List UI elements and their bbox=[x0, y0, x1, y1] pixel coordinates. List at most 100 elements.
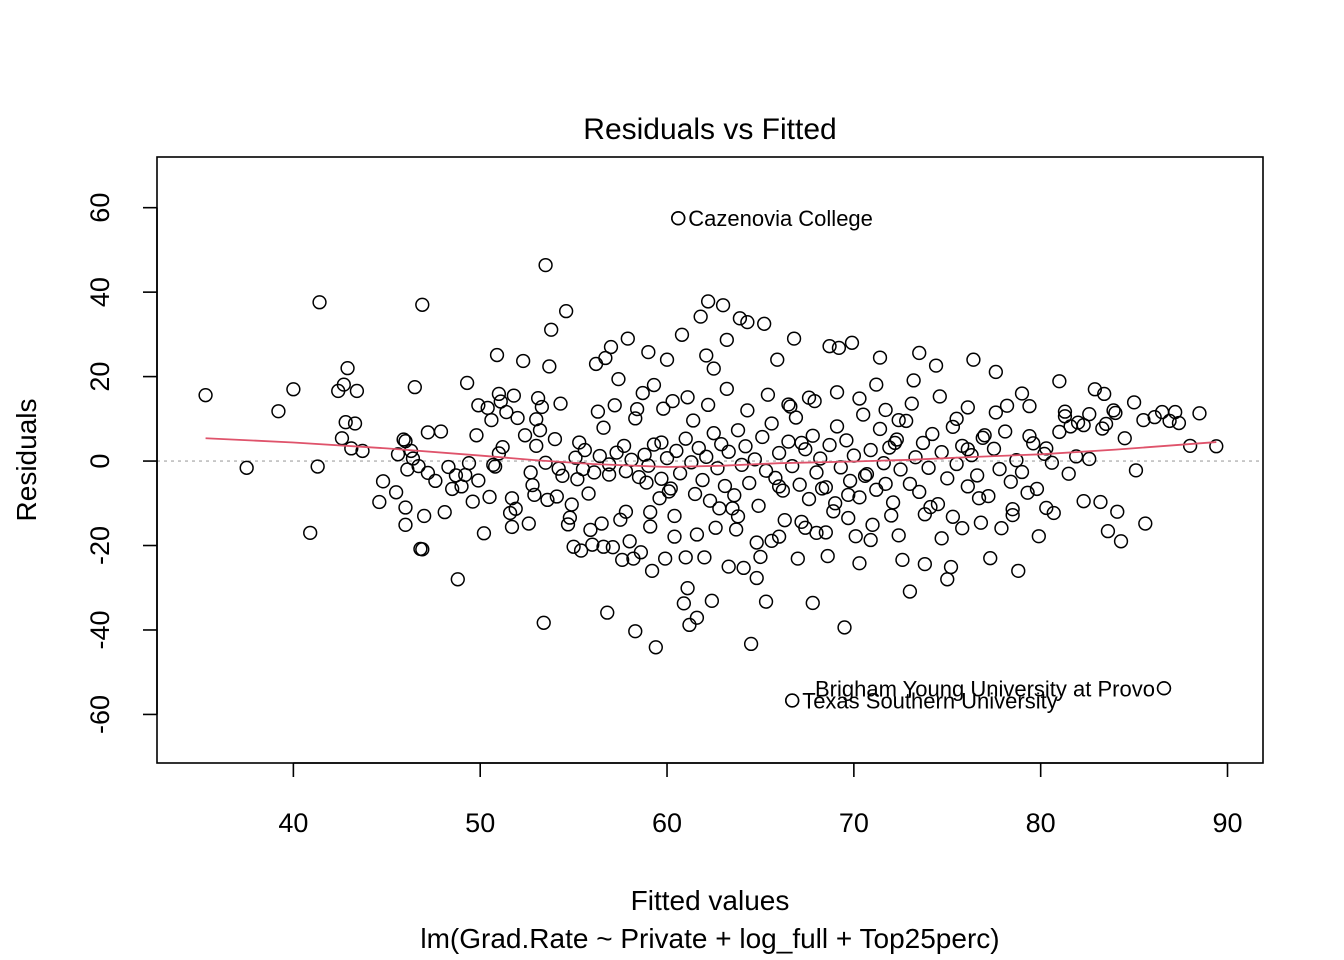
residual-point bbox=[1209, 439, 1224, 454]
residual-point bbox=[857, 468, 873, 483]
residual-point bbox=[801, 491, 817, 507]
residual-point bbox=[771, 445, 787, 461]
residual-point bbox=[355, 443, 370, 459]
residual-point bbox=[499, 404, 514, 420]
model-formula-subtitle: lm(Grad.Rate ~ Private + log_full + Top2… bbox=[420, 923, 999, 954]
residual-point bbox=[878, 402, 893, 418]
residual-point bbox=[912, 345, 927, 361]
residual-point bbox=[700, 294, 716, 309]
residual-point bbox=[1117, 431, 1132, 446]
residual-point bbox=[624, 452, 639, 467]
residual-point bbox=[813, 451, 828, 466]
residual-point bbox=[865, 517, 880, 532]
residual-point bbox=[1057, 409, 1073, 424]
residual-point bbox=[508, 501, 523, 516]
residual-point bbox=[839, 433, 854, 448]
residual-point bbox=[558, 303, 574, 319]
residual-point bbox=[689, 527, 705, 542]
x-axis: 40 50 60 70 80 90 bbox=[278, 762, 1243, 838]
residual-point bbox=[949, 456, 964, 472]
residual-point bbox=[992, 461, 1007, 477]
residual-point bbox=[562, 510, 578, 525]
residual-point bbox=[966, 352, 981, 367]
residual-point bbox=[719, 332, 734, 348]
residual-point bbox=[420, 425, 436, 440]
residual-point bbox=[198, 388, 213, 403]
y-tick-label: -40 bbox=[85, 610, 115, 649]
residual-point bbox=[706, 426, 721, 441]
y-tick-label: -60 bbox=[85, 695, 115, 734]
residual-point bbox=[891, 528, 906, 543]
residual-point bbox=[1100, 524, 1116, 539]
y-tick-label: 20 bbox=[85, 362, 115, 392]
residual-point bbox=[863, 532, 878, 548]
residual-point bbox=[629, 401, 645, 417]
residual-point bbox=[428, 473, 443, 489]
residual-point bbox=[661, 484, 677, 499]
x-tick-label: 40 bbox=[278, 808, 308, 838]
residual-point bbox=[1113, 534, 1129, 549]
residual-point bbox=[755, 429, 770, 445]
residual-point bbox=[635, 385, 650, 401]
residual-point bbox=[994, 521, 1009, 536]
residual-point bbox=[699, 449, 714, 464]
residual-point bbox=[654, 435, 669, 450]
residual-points bbox=[198, 211, 1224, 708]
residual-point bbox=[831, 340, 847, 356]
residual-point bbox=[977, 428, 992, 443]
residual-point bbox=[786, 331, 802, 346]
residual-point bbox=[736, 560, 751, 576]
residual-point bbox=[945, 509, 961, 524]
residual-point bbox=[717, 478, 733, 494]
residual-point bbox=[669, 443, 684, 459]
residual-point bbox=[805, 428, 820, 443]
residual-point bbox=[988, 364, 1003, 380]
residual-point bbox=[889, 432, 904, 447]
residual-point bbox=[523, 465, 538, 480]
residual-point bbox=[1128, 463, 1144, 478]
residual-point bbox=[1046, 505, 1061, 521]
residual-point bbox=[620, 331, 635, 346]
residual-point bbox=[1106, 403, 1121, 418]
labeled-point-annotations: Cazenovia College Brigham Young Universit… bbox=[688, 206, 1155, 713]
residual-point bbox=[975, 430, 990, 445]
residual-point bbox=[495, 439, 510, 455]
residual-point bbox=[564, 497, 579, 512]
residual-point bbox=[891, 412, 906, 428]
residual-point bbox=[740, 403, 755, 418]
residual-point bbox=[1044, 455, 1060, 470]
residual-point bbox=[758, 594, 774, 609]
residual-point bbox=[727, 488, 742, 503]
residual-point bbox=[1076, 494, 1091, 509]
residual-point bbox=[775, 483, 791, 498]
residual-point bbox=[764, 416, 779, 431]
residual-point bbox=[1070, 415, 1086, 430]
residual-point bbox=[592, 448, 607, 464]
residual-point bbox=[534, 399, 550, 415]
residual-point bbox=[1022, 399, 1037, 414]
residual-point bbox=[790, 551, 805, 566]
residual-point bbox=[338, 415, 353, 430]
residual-point bbox=[585, 537, 600, 552]
residual-point bbox=[504, 491, 520, 506]
residual-point bbox=[1014, 464, 1030, 480]
residual-point bbox=[459, 375, 475, 391]
residual-point bbox=[730, 423, 746, 438]
residual-point bbox=[904, 396, 919, 411]
residual-point bbox=[665, 393, 680, 409]
plot-frame bbox=[156, 156, 1264, 764]
residual-point bbox=[1095, 421, 1110, 436]
residual-point bbox=[646, 377, 662, 393]
residual-point bbox=[540, 492, 555, 508]
residual-point bbox=[672, 466, 688, 481]
residual-point bbox=[912, 484, 927, 500]
residual-point bbox=[598, 350, 613, 366]
residual-point bbox=[583, 522, 598, 538]
residual-point bbox=[917, 507, 932, 522]
residual-point bbox=[732, 311, 748, 326]
residual-point bbox=[768, 470, 783, 486]
residual-point bbox=[566, 539, 581, 554]
residual-point bbox=[347, 416, 363, 431]
residual-point bbox=[549, 489, 564, 504]
residual-point bbox=[1147, 409, 1162, 425]
